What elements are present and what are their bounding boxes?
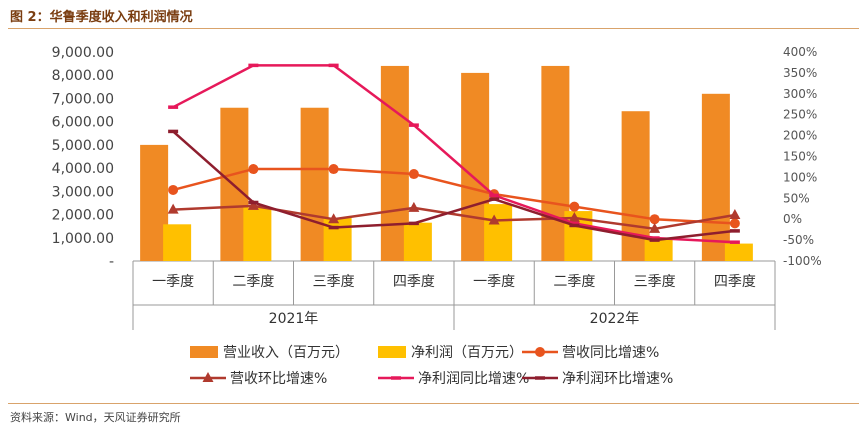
right-axis-tick-label: 200% (783, 129, 817, 143)
series-point-profit_yoy (408, 123, 419, 127)
rev-yoy-point (729, 218, 740, 229)
series-point-profit_yoy (248, 63, 259, 68)
group-label: 2022年 (590, 311, 640, 327)
rev-yoy-point (248, 164, 259, 175)
right-axis-tick-label: 50% (783, 191, 810, 205)
rev-qoq-point (568, 211, 580, 222)
rev-qoq-point (408, 201, 420, 212)
left-axis-tick-label: 5,000.00 (52, 138, 114, 154)
series-point-profit_yoy (729, 240, 740, 244)
legend-marker (391, 376, 401, 380)
category-label: 二季度 (232, 274, 274, 290)
footer-divider (8, 403, 859, 404)
left-axis-tick-label: 2,000.00 (52, 208, 114, 224)
series-point-profit_yoy (649, 236, 660, 240)
right-axis-tick-label: -50% (783, 233, 814, 247)
series-point-profit_qoq (248, 200, 259, 205)
legend-label: 营收环比增速% (230, 371, 327, 387)
legend-swatch (190, 346, 218, 358)
series-line-profit_qoq (172, 130, 736, 242)
category-label: 三季度 (313, 274, 355, 290)
left-axis-tick-label: 3,000.00 (52, 184, 114, 200)
series-point-profit_yoy (168, 105, 179, 109)
right-axis-tick-label: 300% (783, 87, 817, 101)
left-axis-tick-label: 9,000.00 (52, 45, 114, 61)
left-axis-tick-label: - (109, 254, 114, 270)
rev-qoq-point (488, 214, 500, 225)
legend-marker (535, 376, 545, 380)
legend-marker (202, 372, 214, 382)
series-line-rev_yoy (172, 167, 735, 225)
series-point-profit_qoq (489, 197, 500, 201)
rev-qoq-point (649, 222, 661, 233)
rev-qoq-point (167, 203, 179, 214)
right-axis-tick-label: 350% (783, 66, 817, 80)
rev-qoq-point (328, 213, 340, 224)
legend-label: 营业收入（百万元） (223, 345, 349, 361)
right-axis-tick-label: 250% (783, 108, 817, 122)
category-label: 二季度 (553, 274, 595, 290)
rev-qoq-point (729, 209, 741, 220)
legend-label: 营收同比增速% (562, 345, 659, 361)
rev-yoy-point (328, 164, 339, 175)
rev-yoy-point (569, 201, 580, 212)
series-point-profit_qoq (569, 223, 580, 228)
rev-yoy-point (408, 169, 419, 180)
left-axis-tick-label: 6,000.00 (52, 115, 114, 131)
right-axis-tick-label: 0% (783, 212, 802, 226)
profit-bar (403, 222, 432, 261)
rev-qoq-point (247, 199, 259, 210)
series-line-rev_qoq (173, 204, 736, 231)
series-line-profit_yoy (172, 64, 735, 244)
rev-yoy-point (649, 214, 660, 225)
left-axis-tick-label: 4,000.00 (52, 161, 114, 177)
chart-canvas: - 1,000.00 2,000.00 3,000.00 4,000.00 5,000.0… (52, 45, 822, 387)
series-point-profit_qoq (168, 129, 179, 134)
chart-title: 图 2：华鲁季度收入和利润情况 (10, 10, 193, 25)
series-point-profit_yoy (569, 221, 580, 226)
profit-bar (644, 237, 673, 261)
category-label: 四季度 (714, 274, 756, 290)
right-axis-tick-label: -100% (783, 254, 822, 268)
right-axis-tick-label: 400% (783, 45, 817, 59)
group-label: 2021年 (269, 311, 319, 327)
profit-bar (724, 243, 753, 261)
category-label: 一季度 (152, 274, 194, 290)
profit-bar (163, 224, 192, 261)
series-point-profit_qoq (328, 225, 339, 230)
profit-bar (484, 204, 513, 261)
title-divider (8, 28, 859, 29)
series-point-profit_qoq (408, 221, 419, 226)
category-label: 一季度 (473, 274, 515, 290)
category-label: 四季度 (393, 274, 435, 290)
legend-marker (535, 347, 545, 357)
legend-label: 净利润环比增速% (562, 371, 673, 387)
category-label: 三季度 (634, 274, 676, 290)
left-axis-tick-label: 1,000.00 (52, 231, 114, 247)
series-point-profit_yoy (328, 63, 339, 68)
rev-yoy-point (168, 184, 179, 195)
legend-swatch (378, 346, 406, 358)
right-axis-tick-label: 150% (783, 150, 817, 164)
revenue-bar (701, 93, 730, 261)
legend-label: 净利润（百万元） (411, 345, 523, 361)
series-point-profit_yoy (489, 193, 500, 198)
source-note: 资料来源：Wind，天风证券研究所 (10, 411, 181, 424)
left-axis-tick-label: 8,000.00 (52, 68, 114, 84)
series-point-profit_qoq (649, 238, 660, 242)
series-point-profit_qoq (729, 229, 740, 233)
legend-label: 净利润同比增速% (418, 371, 529, 387)
profit-bar (243, 207, 272, 261)
right-axis-tick-label: 100% (783, 170, 817, 184)
left-axis-tick-label: 7,000.00 (52, 91, 114, 107)
